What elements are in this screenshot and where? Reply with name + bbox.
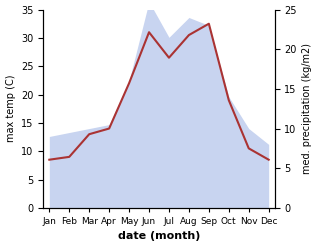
X-axis label: date (month): date (month): [118, 231, 200, 242]
Y-axis label: max temp (C): max temp (C): [5, 75, 16, 143]
Y-axis label: med. precipitation (kg/m2): med. precipitation (kg/m2): [302, 43, 313, 174]
